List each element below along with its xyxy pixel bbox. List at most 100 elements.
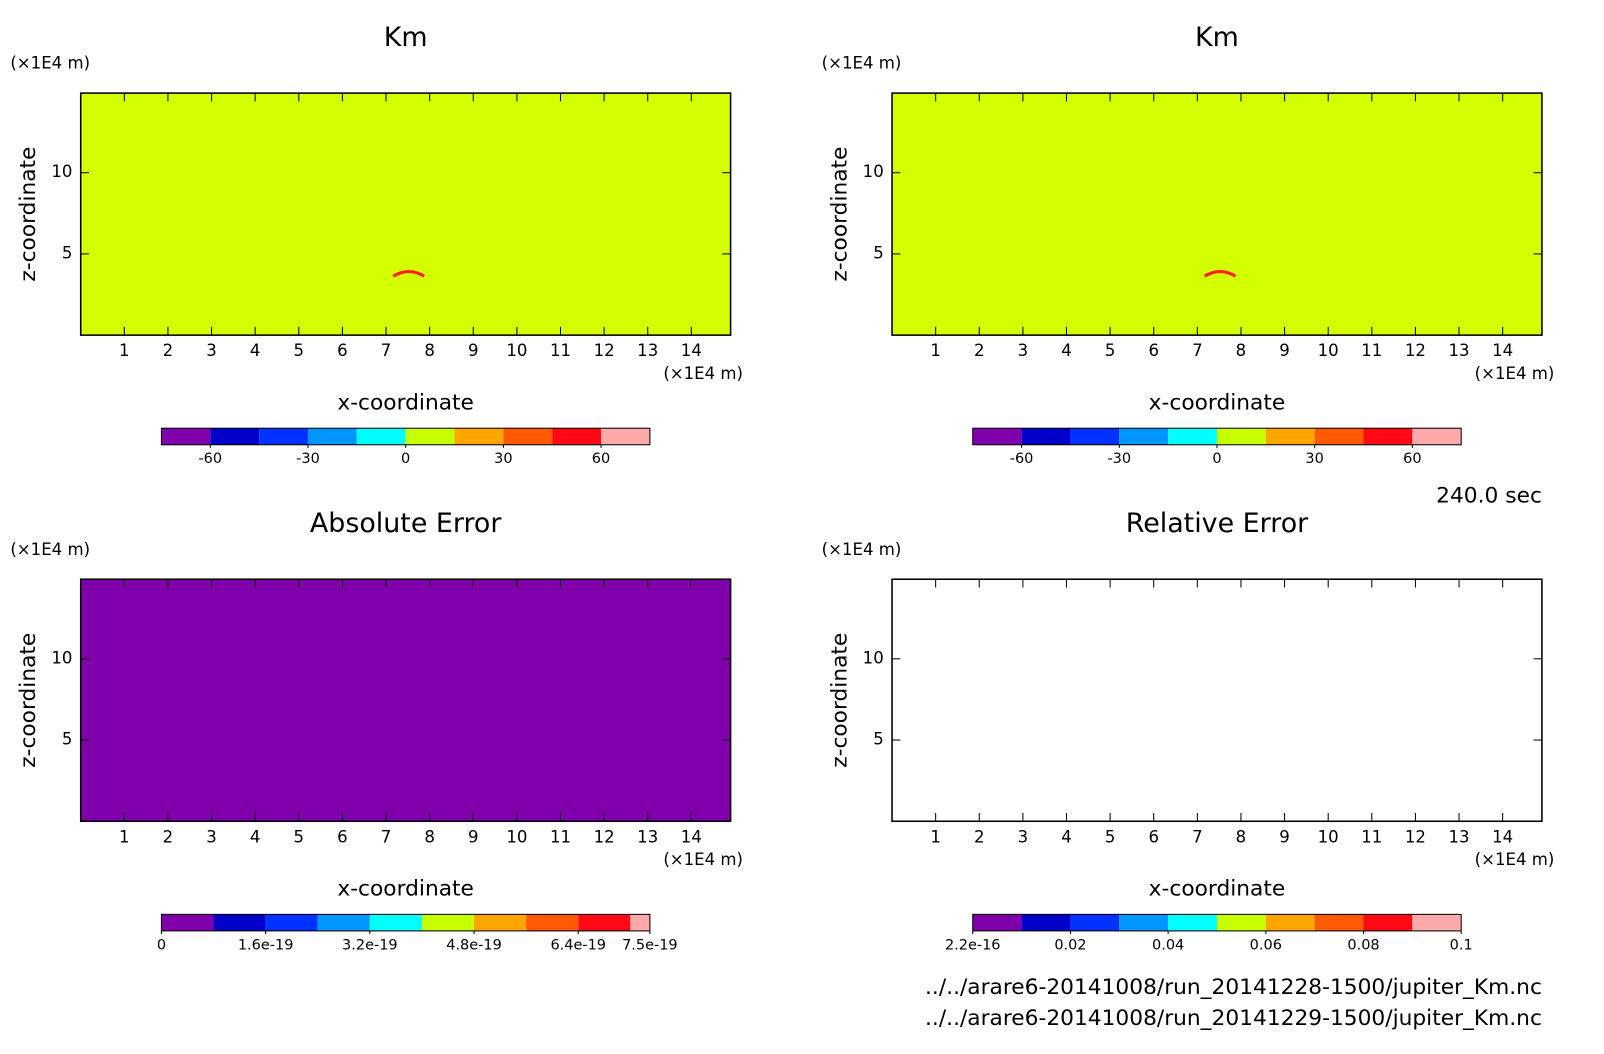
colorbar-tick-label: 6.4e-19 (550, 937, 606, 953)
plot-title: Km (1195, 22, 1239, 53)
colorbar-tick-label: 0 (1212, 451, 1221, 467)
plot-frame (79, 578, 732, 823)
x-unit: (×1E4 m) (1475, 364, 1555, 383)
colorbar-frame (160, 913, 651, 932)
x-tick-label: 10 (506, 341, 527, 360)
x-tick-label: 9 (1279, 341, 1290, 360)
x-tick-label: 3 (1018, 827, 1029, 846)
colorbar-segment (421, 914, 475, 931)
time-label: 240.0 sec (1436, 483, 1542, 508)
colorbar-tick-label: 60 (592, 451, 610, 467)
x-tick-label: 1 (930, 827, 941, 846)
colorbar-tick-label: 0 (157, 937, 166, 953)
colorbar-segment (161, 428, 211, 445)
x-unit: (×1E4 m) (1475, 850, 1555, 869)
colorbar-segment (1021, 428, 1071, 445)
x-tick-label: 4 (250, 827, 261, 846)
colorbar-segment (552, 428, 602, 445)
x-tick-label: 7 (381, 341, 392, 360)
x-tick-label: 4 (1061, 827, 1072, 846)
x-tick-label: 14 (681, 341, 702, 360)
plot-frame (79, 92, 732, 336)
field (80, 93, 731, 336)
field (892, 579, 1542, 822)
colorbar-tick-label: 1.6e-19 (238, 937, 294, 953)
colorbar-tick-label: 60 (1403, 451, 1421, 467)
x-tick-label: 8 (1236, 827, 1247, 846)
x-tick-label: 4 (250, 341, 261, 360)
y-unit: (×1E4 m) (10, 540, 90, 559)
x-tick-label: 14 (681, 827, 702, 846)
x-tick-label: 11 (1361, 341, 1382, 360)
x-tick-label: 12 (1405, 827, 1426, 846)
field (80, 579, 731, 822)
colorbar-tick-label: 30 (1305, 451, 1323, 467)
colorbar-segment (210, 428, 260, 445)
plot-title: Relative Error (1126, 508, 1309, 539)
x-tick-label: 8 (424, 341, 435, 360)
x-tick-label: 9 (468, 827, 479, 846)
contour-feature (1203, 269, 1237, 278)
plot-title: Km (384, 22, 428, 53)
file-path: ../../arare6-20141008/run_20141229-1500/… (925, 1006, 1542, 1031)
contour-feature (392, 269, 426, 278)
x-tick-label: 10 (1318, 827, 1339, 846)
colorbar-tick-label: -60 (198, 451, 222, 467)
colorbar-tick-label: -60 (1010, 451, 1034, 467)
colorbar-segment (1119, 914, 1169, 931)
y-unit: (×1E4 m) (822, 540, 902, 559)
x-tick-label: 7 (1192, 827, 1203, 846)
x-tick-label: 11 (550, 341, 571, 360)
x-tick-label: 3 (206, 341, 217, 360)
x-tick-label: 5 (1105, 341, 1116, 360)
y-tick-label: 10 (51, 162, 72, 181)
plot-frame (891, 578, 1543, 823)
x-tick-label: 8 (424, 827, 435, 846)
y-unit: (×1E4 m) (822, 54, 902, 73)
x-axis-label: x-coordinate (337, 390, 474, 415)
x-tick-label: 6 (1148, 341, 1159, 360)
x-axis-label: x-coordinate (1149, 390, 1286, 415)
x-tick-label: 1 (119, 827, 130, 846)
y-tick-label: 10 (863, 648, 884, 667)
x-tick-label: 2 (163, 827, 174, 846)
colorbar-segment (1168, 428, 1217, 445)
x-tick-label: 5 (1105, 827, 1116, 846)
colorbar-segment (307, 428, 357, 445)
x-tick-label: 6 (337, 341, 348, 360)
colorbar-segment (1119, 428, 1169, 445)
colorbar-segment (1168, 914, 1217, 931)
colorbar-segment (1216, 428, 1266, 445)
y-axis-label: z-coordinate (16, 633, 41, 768)
colorbar-segment (259, 428, 308, 445)
colorbar-segment (1363, 914, 1413, 931)
colorbar-segment (356, 428, 406, 445)
x-tick-label: 2 (974, 827, 985, 846)
x-tick-label: 5 (294, 341, 305, 360)
colorbar-segment (630, 914, 650, 931)
colorbar-tick-label: 0 (401, 451, 410, 467)
x-tick-label: 2 (163, 341, 174, 360)
x-tick-label: 3 (206, 827, 217, 846)
colorbar-segment (1021, 914, 1071, 931)
x-tick-label: 3 (1018, 341, 1029, 360)
x-tick-label: 4 (1061, 341, 1072, 360)
colorbar-segment (1363, 428, 1413, 445)
colorbar-segment (972, 428, 1022, 445)
colorbar-tick-label: 0.04 (1152, 937, 1184, 953)
x-axis-label: x-coordinate (1149, 877, 1286, 902)
x-tick-label: 7 (1192, 341, 1203, 360)
colorbar-tick-label: 0.02 (1054, 937, 1086, 953)
x-tick-label: 13 (637, 341, 658, 360)
colorbar-tick-label: 30 (494, 451, 512, 467)
x-tick-label: 10 (1318, 341, 1339, 360)
colorbar-segment (1314, 428, 1364, 445)
plot-frame (891, 92, 1543, 336)
colorbar-segment (503, 428, 553, 445)
x-unit: (×1E4 m) (663, 850, 743, 869)
y-tick-label: 5 (873, 243, 884, 262)
colorbar-segment (1314, 914, 1364, 931)
colorbar-tick-label: 0.06 (1250, 937, 1282, 953)
colorbar-segment (1070, 428, 1120, 445)
